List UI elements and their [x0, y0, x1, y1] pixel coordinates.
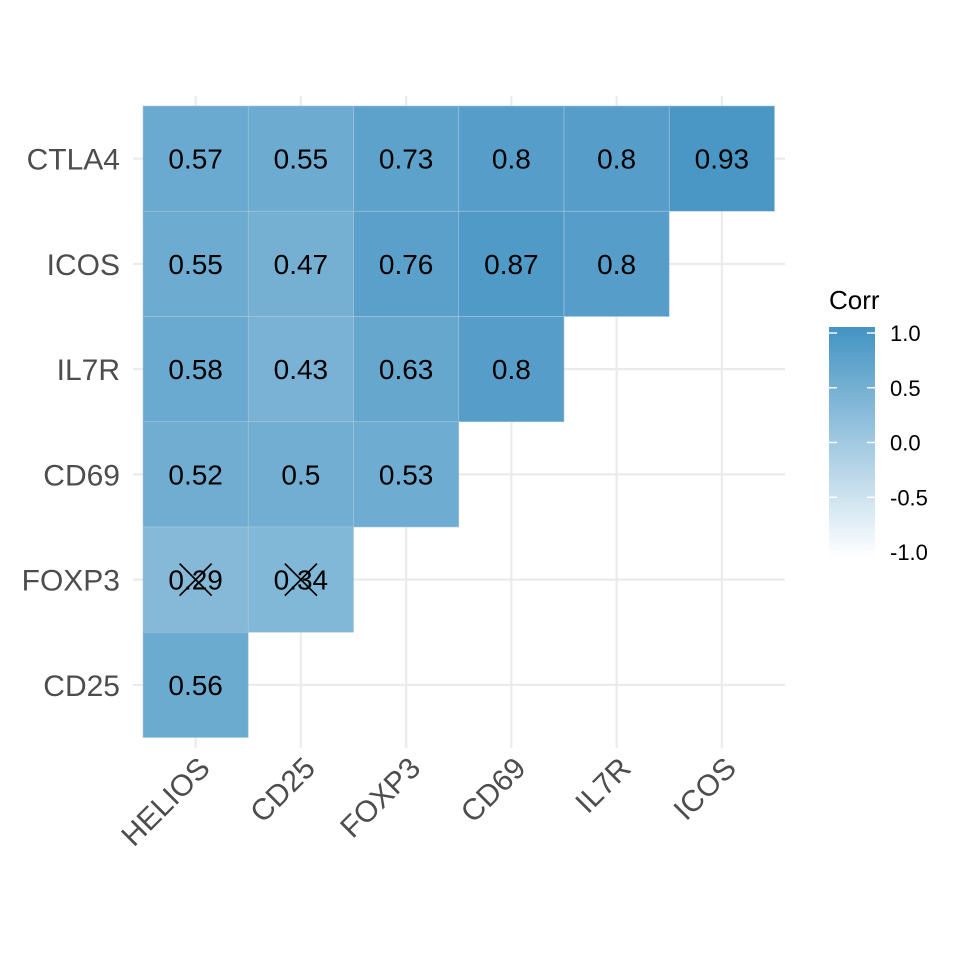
heatmap-cell [353, 316, 460, 423]
heatmap-cell [142, 316, 249, 423]
x-tick-label: FOXP3 [334, 752, 427, 845]
cell-value-label: 0.43 [274, 354, 329, 385]
x-tick-label: CD69 [455, 752, 533, 830]
y-tick-label: ICOS [47, 249, 120, 282]
insignificant-cross-mark [179, 563, 213, 597]
heatmap-cell [247, 105, 354, 212]
heatmap-cell [458, 105, 565, 212]
heatmap-cell [353, 105, 460, 212]
legend-tick-label: 0.0 [890, 431, 921, 456]
cell-value-label: 0.73 [379, 144, 434, 175]
cell-value-label: 0.8 [492, 354, 531, 385]
x-tick-label: ICOS [668, 752, 743, 827]
cell-value-label: 0.8 [597, 249, 636, 280]
x-axis: HELIOS CD25 FOXP3 CD69 IL7R ICOS [115, 752, 742, 853]
heatmap-cell [563, 210, 670, 317]
cell-value-label: 0.76 [379, 249, 434, 280]
cell-labels: 0.57 0.55 0.73 0.8 0.8 0.93 0.55 0.47 0.76 0.87 0.… [168, 144, 749, 701]
cell-value-label: 0.8 [492, 144, 531, 175]
legend-title: Corr [829, 285, 880, 315]
color-legend: Corr 1.0 0.5 0.0 -0.5 -1.0 [829, 285, 928, 565]
heatmap-cell [668, 105, 775, 212]
heatmap-cell [142, 421, 249, 528]
heatmap-cell [353, 210, 460, 317]
legend-tick-label: -0.5 [890, 485, 928, 510]
x-tick-label: IL7R [569, 752, 637, 820]
cell-value-label: 0.5 [281, 459, 320, 490]
heatmap-cell [458, 316, 565, 423]
heatmap-cell [142, 210, 249, 317]
heatmap-cell [353, 421, 460, 528]
heatmap-cell [247, 421, 354, 528]
heatmap-cell [247, 210, 354, 317]
cell-value-label: 0.57 [168, 144, 223, 175]
legend-tick-label: 1.0 [890, 321, 921, 346]
heatmap-cell [563, 105, 670, 212]
y-tick-label: IL7R [57, 354, 120, 387]
cell-value-label: 0.55 [168, 249, 223, 280]
insignificant-cross-mark [284, 563, 318, 597]
cell-value-label: 0.55 [274, 144, 329, 175]
heatmap-cell [458, 210, 565, 317]
y-tick-label: CD25 [43, 670, 120, 703]
heatmap-cells [142, 105, 775, 738]
y-tick-label: FOXP3 [22, 565, 120, 598]
heatmap-cell [142, 105, 249, 212]
legend-tick-label: 0.5 [890, 376, 921, 401]
legend-tick-label: -1.0 [890, 540, 928, 565]
cell-value-label: 0.47 [274, 249, 329, 280]
y-tick-label: CD69 [43, 459, 120, 492]
cell-value-label: 0.8 [597, 144, 636, 175]
cell-value-label: 0.53 [379, 459, 434, 490]
cell-value-label: 0.93 [695, 144, 750, 175]
cell-value-label: 0.52 [168, 459, 223, 490]
y-axis: CTLA4 ICOS IL7R CD69 FOXP3 CD25 [22, 144, 120, 703]
y-tick-label: CTLA4 [27, 144, 120, 177]
cell-value-label: 0.63 [379, 354, 434, 385]
x-tick-label: HELIOS [115, 752, 216, 853]
cell-value-label: 0.58 [168, 354, 223, 385]
cell-value-label: 0.87 [484, 249, 539, 280]
heatmap-cell [247, 316, 354, 423]
x-tick-label: CD25 [244, 752, 322, 830]
heatmap-cell [142, 631, 249, 738]
cell-value-label: 0.56 [168, 670, 223, 701]
